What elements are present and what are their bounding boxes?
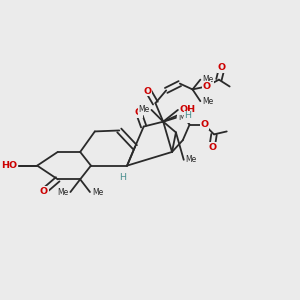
Text: O: O — [40, 187, 48, 196]
Text: O: O — [218, 63, 226, 72]
Text: OH: OH — [180, 105, 196, 114]
Text: O: O — [143, 87, 152, 96]
Text: O: O — [202, 82, 210, 91]
Text: Me: Me — [202, 75, 214, 84]
Text: HO: HO — [2, 161, 18, 170]
Text: Me: Me — [92, 188, 103, 196]
Text: O: O — [208, 142, 216, 152]
Text: O: O — [135, 108, 143, 117]
Text: Me: Me — [186, 155, 197, 164]
Text: Me: Me — [57, 188, 68, 196]
Text: Me: Me — [138, 105, 149, 114]
Text: H: H — [119, 173, 126, 182]
Text: O: O — [200, 120, 208, 129]
Text: H: H — [184, 111, 191, 120]
Text: Me: Me — [202, 97, 214, 106]
Text: Me: Me — [178, 113, 189, 122]
